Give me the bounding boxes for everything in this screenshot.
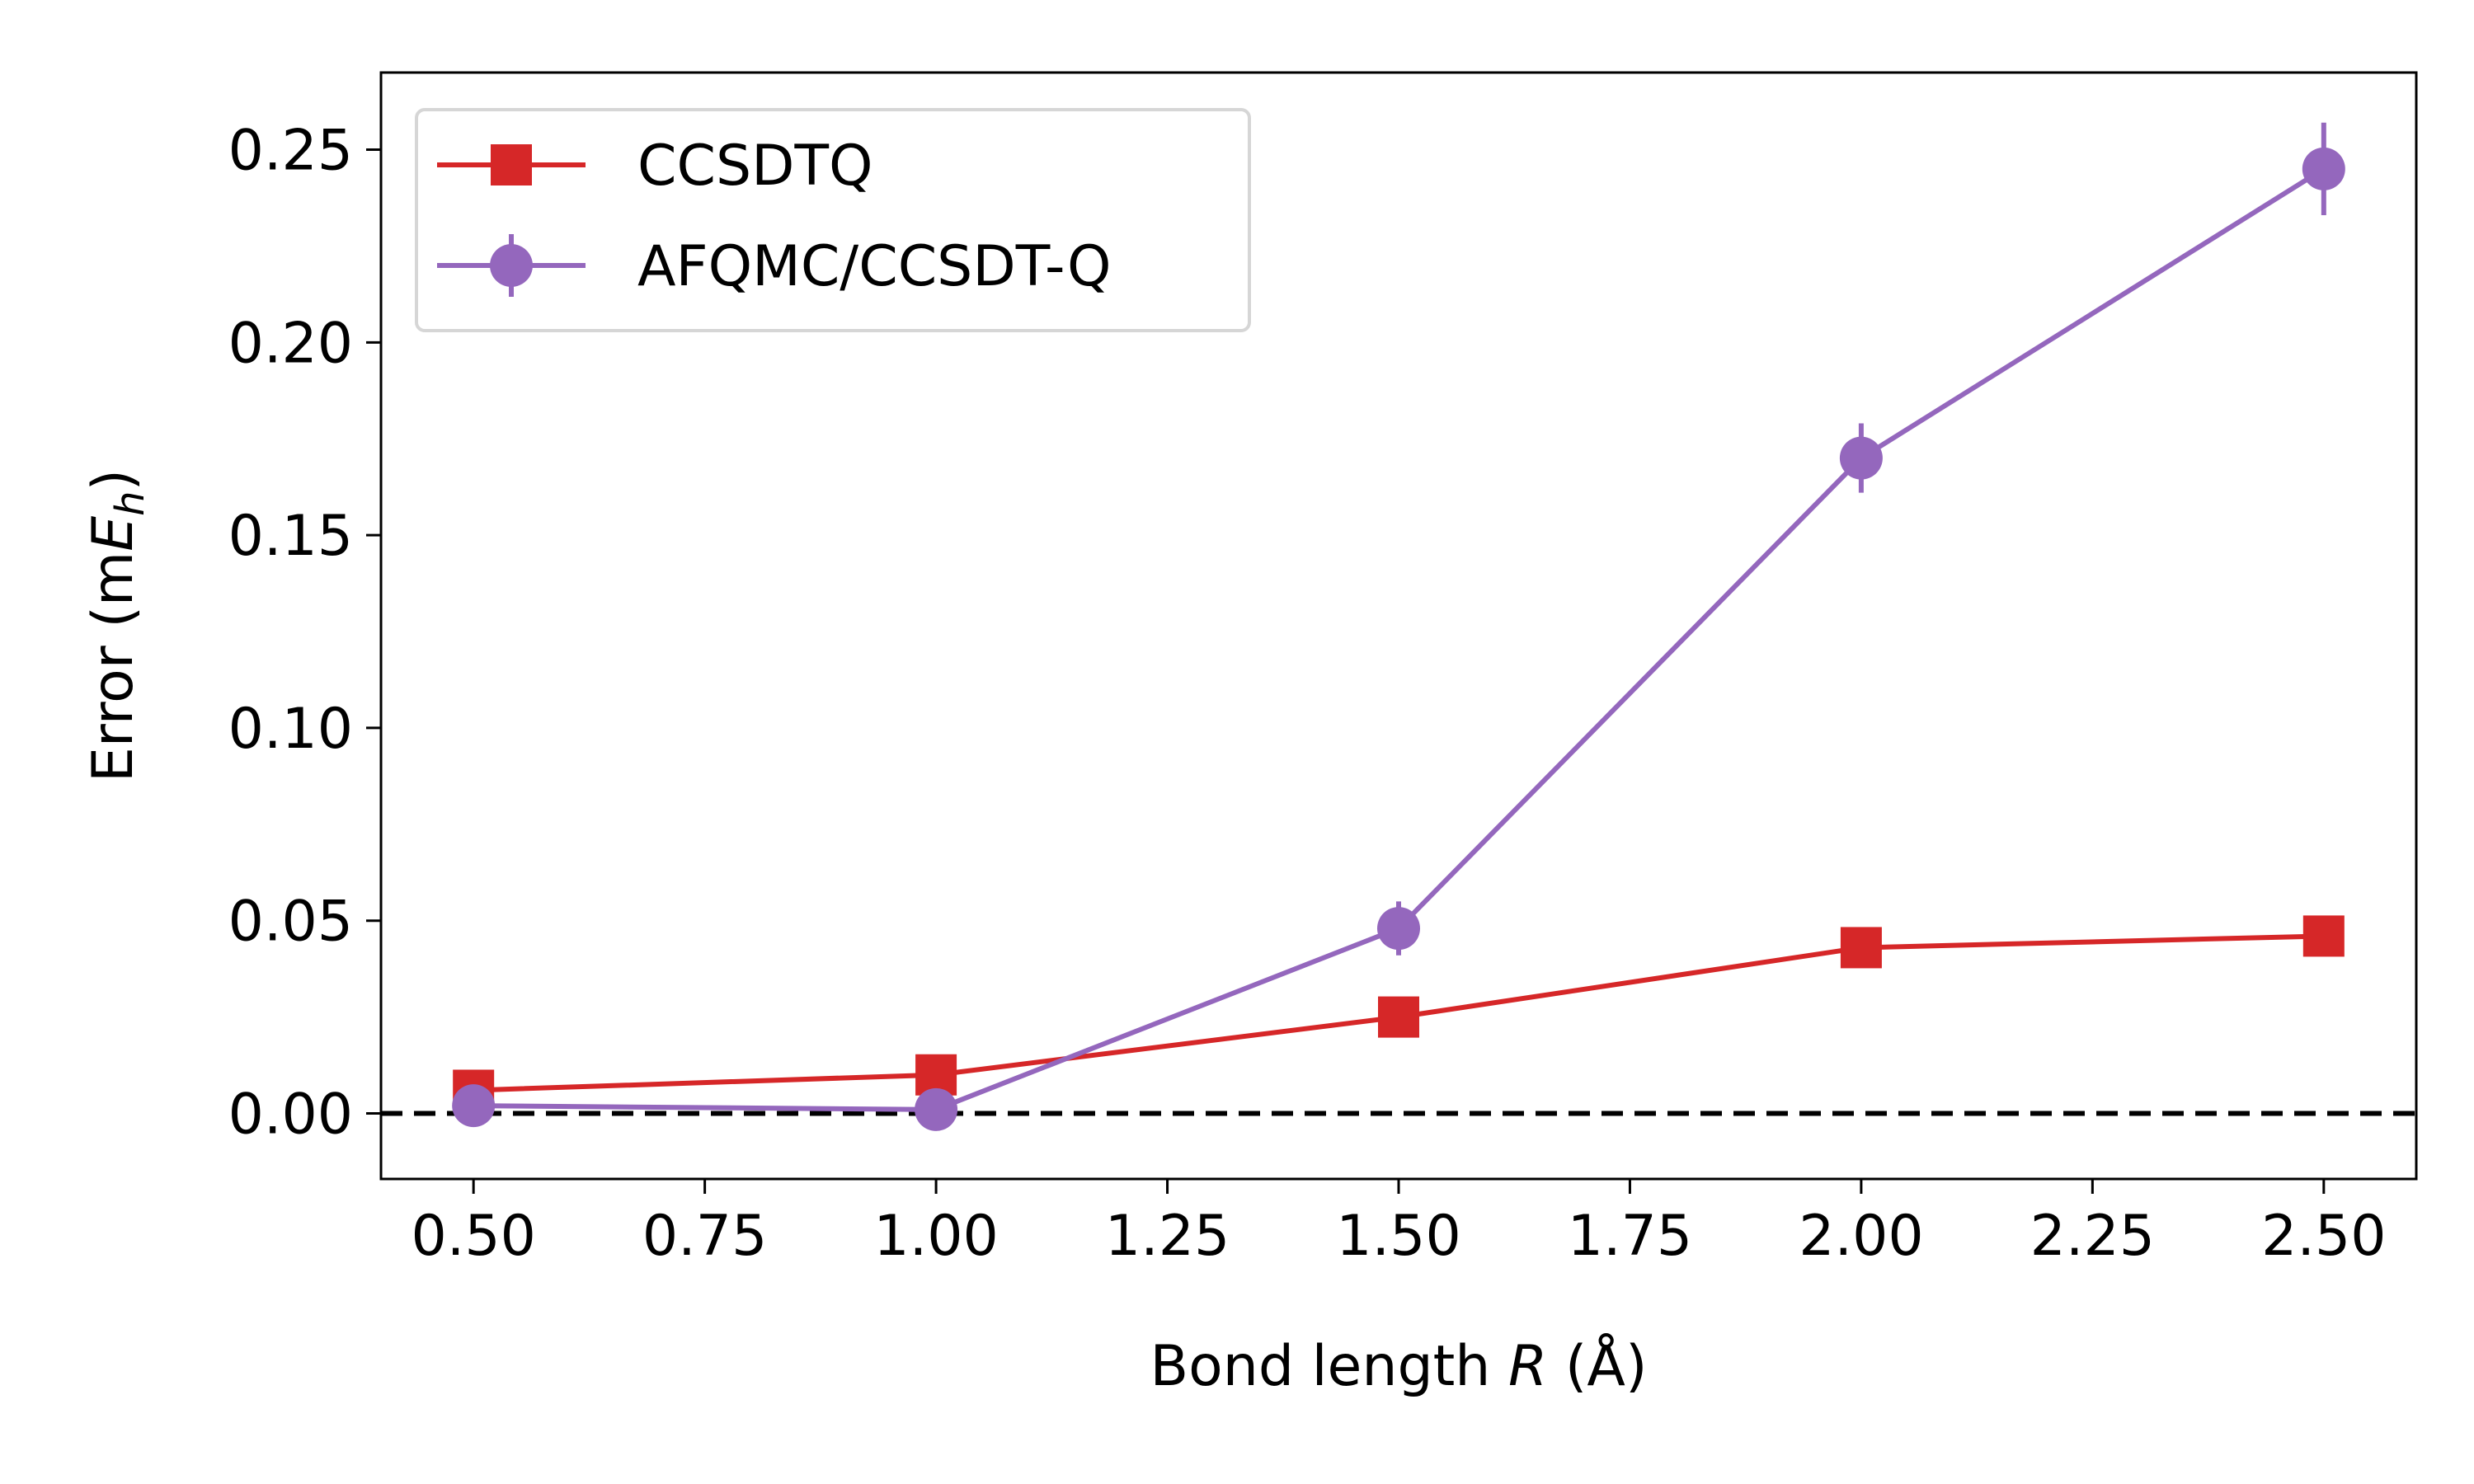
legend-label: CCSDTQ (637, 134, 873, 199)
x-axis-label: Bond length R (Å) (1150, 1332, 1648, 1399)
series-layer (452, 122, 2345, 1131)
y-axis: 0.00 0.05 0.10 0.15 0.20 0.25 (228, 119, 381, 1148)
y-tick-label: 0.05 (228, 890, 353, 955)
y-tick-label: 0.00 (228, 1082, 353, 1148)
x-tick-label: 2.00 (1799, 1204, 1923, 1269)
data-point-circle (915, 1087, 958, 1131)
data-point-circle (1839, 436, 1883, 480)
x-tick-label: 1.25 (1105, 1204, 1230, 1269)
x-tick-label: 1.75 (1568, 1204, 1692, 1269)
legend: CCSDTQ AFQMC/CCSDT-Q (415, 108, 1251, 332)
legend-box (415, 108, 1251, 332)
legend-label: AFQMC/CCSDT-Q (637, 234, 1112, 299)
data-point-square (1840, 927, 1882, 969)
x-axis: 0.50 0.75 1.00 1.25 1.50 1.75 2.00 2.25 2.50 (411, 1179, 2387, 1269)
data-point-circle (1377, 907, 1420, 951)
data-point-circle (452, 1084, 496, 1128)
y-axis-label: Error (mEh) (81, 469, 153, 782)
legend-item: CCSDTQ (437, 134, 873, 199)
x-tick-label: 2.25 (2030, 1204, 2155, 1269)
legend-marker-circle (490, 244, 533, 287)
data-point-circle (2302, 147, 2345, 190)
x-tick-label: 2.50 (2261, 1204, 2386, 1269)
y-tick-label: 0.15 (228, 504, 353, 569)
x-tick-label: 1.00 (873, 1204, 998, 1269)
series-afqmc-ccsdt-q (452, 122, 2345, 1131)
x-tick-label: 1.50 (1336, 1204, 1460, 1269)
data-point-square (1378, 996, 1419, 1038)
data-point-square (2302, 915, 2345, 957)
series-ccsdtq (453, 915, 2345, 1111)
y-tick-label: 0.10 (228, 697, 353, 762)
legend-item: AFQMC/CCSDT-Q (437, 234, 1112, 299)
x-tick-label: 0.50 (411, 1204, 535, 1269)
x-tick-label: 0.75 (642, 1204, 767, 1269)
legend-marker-square (491, 144, 532, 186)
y-tick-label: 0.20 (228, 311, 353, 376)
y-tick-label: 0.25 (228, 119, 353, 184)
